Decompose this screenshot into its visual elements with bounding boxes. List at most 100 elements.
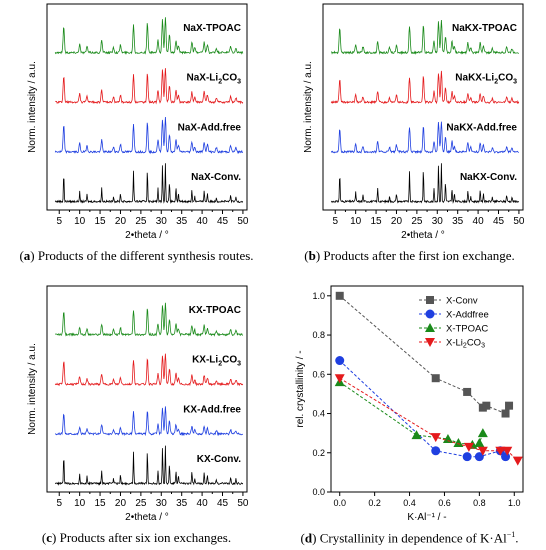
x-tick-label: 20 <box>391 216 403 227</box>
x-tick-label: 40 <box>473 216 485 227</box>
caption-c: (c) Products after six ion exchanges. <box>41 530 232 545</box>
panel-a: 5 10 15 20 25 30 35 40 45 50 2•theta / ° Norm. inte… <box>27 3 249 241</box>
data-point <box>502 446 513 456</box>
x-tick-label: 25 <box>135 216 147 227</box>
series-label: NaKX-Conv. <box>460 172 517 183</box>
x-tick-label: 0.0 <box>333 498 346 508</box>
x-tick-label: 5 <box>56 216 62 227</box>
data-point <box>477 446 488 456</box>
plot-frame <box>330 285 524 493</box>
xrd-pattern-NaX-Li2CO3 <box>55 68 244 105</box>
x-tick-label: 30 <box>156 498 168 509</box>
plot-frame <box>322 3 524 211</box>
y-axis-label: Norm. intensity / a.u. <box>27 343 38 435</box>
x-tick-label: 50 <box>237 216 249 227</box>
series-label: NaX-TPOAC <box>183 23 241 34</box>
plot-frame <box>46 285 248 493</box>
x-axis-label: 2•theta / ° <box>125 512 169 523</box>
data-point <box>495 446 506 456</box>
caption-d: (d) Crystallinity in dependence of K·Al−… <box>300 530 519 546</box>
data-point <box>474 437 485 447</box>
data-point <box>335 356 345 366</box>
data-point <box>411 430 422 440</box>
data-point <box>462 452 472 462</box>
data-point <box>431 374 440 383</box>
data-point <box>425 338 435 347</box>
x-tick-label: 0.4 <box>403 498 416 508</box>
series-label: NaKX-Add.free <box>446 122 517 133</box>
y-tick-label: 0.8 <box>312 330 325 340</box>
xrd-pattern-NaKX-Add.free <box>330 121 519 154</box>
data-point <box>431 446 441 456</box>
panel-d: 0.0 0.2 0.4 0.6 0.8 1.0 0.0 0.2 0.4 0.6 0.8 1.0 K·Al… <box>295 285 524 523</box>
data-point <box>512 456 523 466</box>
series-label: NaKX-Li2CO3 <box>455 73 517 86</box>
caption-a: (a) Products of the different synthesis … <box>19 248 254 263</box>
series-label: KX-Add.free <box>183 404 241 415</box>
x-tick-label: 15 <box>370 216 382 227</box>
data-point <box>442 434 453 444</box>
legend-entry: X-TPOAC <box>446 324 488 335</box>
x-tick-label: 15 <box>94 216 106 227</box>
xrd-pattern-KX-Conv. <box>55 445 244 486</box>
x-axis-label: 2•theta / ° <box>401 230 445 241</box>
series-label: NaX-Li2CO3 <box>187 73 242 86</box>
xrd-pattern-NaKX-TPOAC <box>331 19 519 55</box>
data-point <box>505 401 514 410</box>
caption-b: (b) Products after the first ion exchang… <box>304 248 515 263</box>
y-tick-label: 0.6 <box>312 369 325 379</box>
data-point <box>463 387 472 396</box>
data-point <box>426 296 434 304</box>
x-tick-label: 25 <box>135 498 147 509</box>
x-tick-label: 1.0 <box>508 498 521 508</box>
panel-b: 5 10 15 20 25 30 35 40 45 50 2•theta / ° Norm. inte… <box>303 3 525 241</box>
x-axis-label: 2•theta / ° <box>125 230 169 241</box>
x-tick-label: 0.6 <box>438 498 451 508</box>
series-label: NaKX-TPOAC <box>452 23 517 34</box>
xrd-pattern-KX-Li2CO3 <box>54 353 244 387</box>
legend-entry: X-Li2CO3 <box>446 338 485 350</box>
x-tick-label: 50 <box>513 216 525 227</box>
xrd-pattern-NaKX-Li2CO3 <box>330 70 520 105</box>
x-tick-label: 5 <box>56 498 62 509</box>
xrd-pattern-KX-Add.free <box>54 406 244 437</box>
x-tick-label: 45 <box>493 216 505 227</box>
xrd-pattern-KX-TPOAC <box>54 302 243 337</box>
x-tick-label: 0.2 <box>368 498 381 508</box>
x-tick-label: 20 <box>115 216 127 227</box>
y-axis-label: Norm. intensity / a.u. <box>27 61 38 153</box>
plot-frame <box>46 3 248 211</box>
xrd-pattern-NaKX-Conv. <box>331 163 520 204</box>
y-axis-label: rel. crystallinity / - <box>295 350 306 427</box>
data-point <box>425 323 435 332</box>
x-tick-label: 35 <box>176 498 188 509</box>
data-point <box>334 374 345 384</box>
x-tick-label: 45 <box>217 498 229 509</box>
data-point <box>430 433 441 443</box>
series-line-X-Li2CO3 <box>339 377 519 461</box>
series-label: NaX-Add.free <box>178 122 242 133</box>
x-axis-label: K·Al⁻¹ / - <box>407 512 446 523</box>
data-point <box>463 442 474 452</box>
x-tick-label: 40 <box>197 216 209 227</box>
xrd-pattern-NaX-TPOAC <box>54 17 244 55</box>
x-tick-label: 20 <box>115 498 127 509</box>
data-point <box>453 437 464 447</box>
panel-c: 5 10 15 20 25 30 35 40 45 50 2•theta / ° Norm. inte… <box>27 285 249 523</box>
x-tick-label: 35 <box>452 216 464 227</box>
legend-entry: X-Conv <box>446 296 478 307</box>
data-point <box>474 452 484 462</box>
x-tick-label: 50 <box>237 498 249 509</box>
series-label: KX-Li2CO3 <box>192 355 241 368</box>
xrd-pattern-NaX-Conv. <box>54 163 244 204</box>
x-tick-label: 25 <box>411 216 423 227</box>
data-point <box>501 409 510 418</box>
y-tick-label: 1.0 <box>312 291 325 301</box>
legend-entry: X-Addfree <box>446 310 489 321</box>
x-tick-label: 10 <box>74 498 86 509</box>
x-tick-label: 10 <box>74 216 86 227</box>
x-tick-label: 0.8 <box>473 498 486 508</box>
y-tick-label: 0.2 <box>312 448 325 458</box>
x-tick-label: 15 <box>94 498 106 509</box>
